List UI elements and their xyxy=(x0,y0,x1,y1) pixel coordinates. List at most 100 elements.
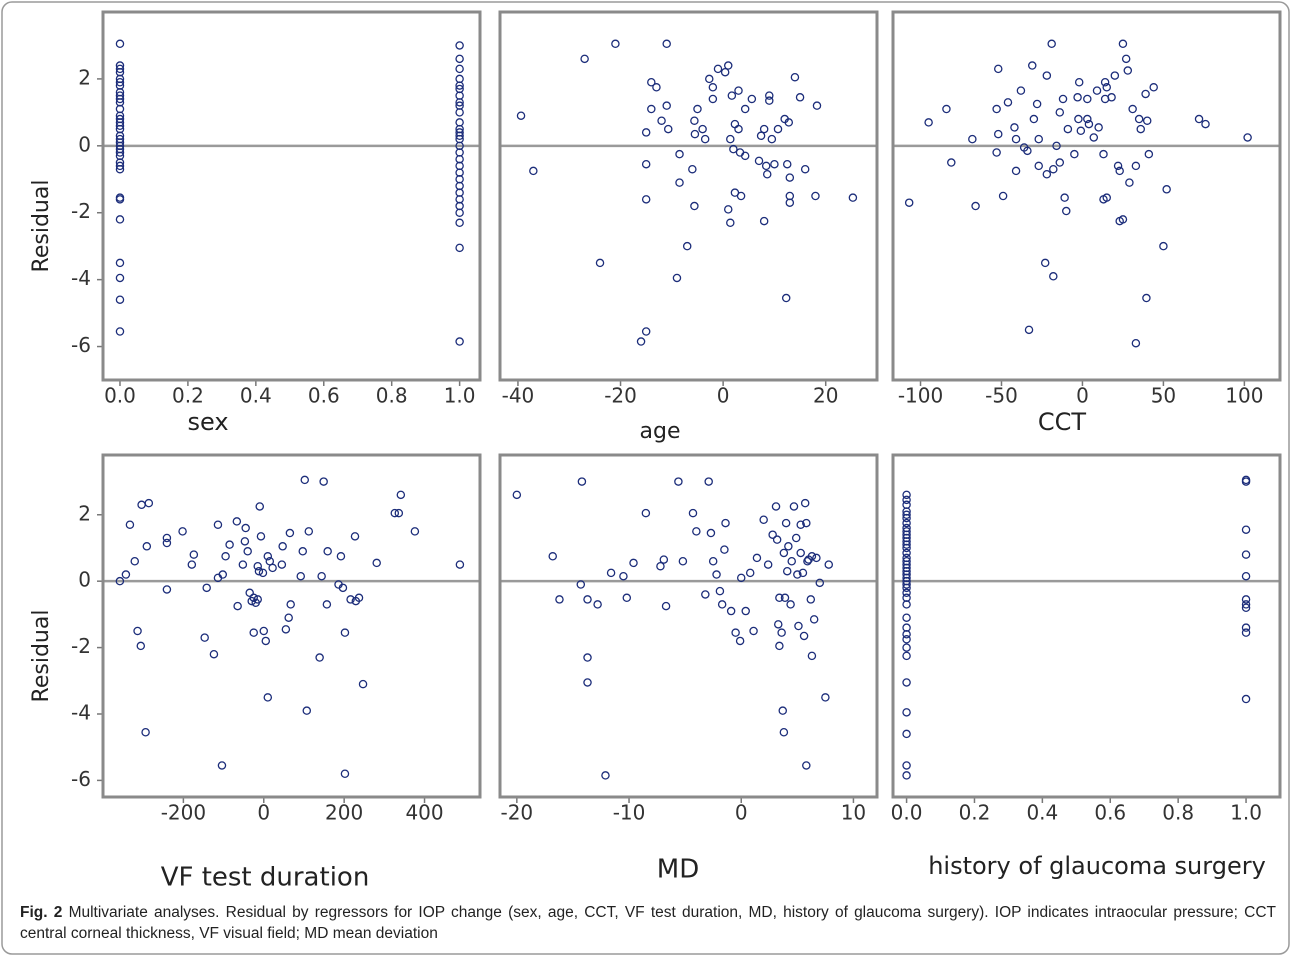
point xyxy=(268,563,277,573)
point xyxy=(322,600,332,609)
point xyxy=(802,518,811,528)
point xyxy=(690,116,699,125)
point xyxy=(785,191,795,201)
point xyxy=(747,94,757,104)
point xyxy=(682,241,692,251)
point xyxy=(736,573,746,583)
point xyxy=(1118,39,1128,49)
point xyxy=(812,553,821,563)
point xyxy=(727,91,737,100)
point xyxy=(947,158,956,167)
point xyxy=(782,566,792,576)
point xyxy=(1149,83,1158,92)
plot-frame xyxy=(498,10,879,382)
point xyxy=(1241,571,1251,581)
point xyxy=(790,72,800,82)
x-axis-label: CCT xyxy=(1038,408,1087,436)
y-tick-label: -2 xyxy=(71,199,91,223)
point xyxy=(1083,114,1092,124)
x-tick-label: 0.0 xyxy=(891,801,923,825)
point xyxy=(455,243,464,253)
point xyxy=(1159,241,1168,251)
point xyxy=(756,131,766,141)
point xyxy=(233,601,242,611)
point xyxy=(807,552,817,561)
point xyxy=(1042,170,1052,179)
point xyxy=(346,595,355,604)
x-tick-label: 20 xyxy=(813,384,838,408)
point xyxy=(759,515,768,524)
point xyxy=(130,557,140,566)
point xyxy=(1121,54,1131,64)
point xyxy=(249,593,258,603)
point xyxy=(245,588,254,598)
point xyxy=(811,191,820,201)
point xyxy=(1142,116,1152,125)
point xyxy=(902,708,911,717)
plot-frame xyxy=(891,453,1282,799)
point xyxy=(125,520,135,529)
point xyxy=(902,613,911,622)
point xyxy=(902,518,911,528)
point xyxy=(606,568,616,578)
point xyxy=(372,558,381,568)
point xyxy=(902,600,911,609)
caption-text: Multivariate analyses. Residual by regre… xyxy=(20,904,1276,942)
point xyxy=(902,729,911,739)
point xyxy=(812,101,822,110)
point xyxy=(688,508,698,518)
x-tick-label: 0 xyxy=(717,384,730,408)
point xyxy=(662,39,671,49)
point xyxy=(1102,193,1111,202)
point xyxy=(971,201,980,211)
point xyxy=(767,134,777,144)
point xyxy=(768,530,777,539)
point xyxy=(455,560,465,569)
point xyxy=(115,327,125,336)
point xyxy=(902,540,911,549)
point xyxy=(1241,623,1251,632)
point xyxy=(779,728,789,737)
point xyxy=(1063,124,1073,134)
point xyxy=(759,216,769,226)
x-tick-label: -20 xyxy=(604,384,637,408)
point xyxy=(1110,71,1120,80)
point xyxy=(675,178,684,187)
point xyxy=(693,104,702,114)
point xyxy=(762,170,772,179)
x-tick-label: 100 xyxy=(1225,384,1263,408)
point xyxy=(255,502,264,511)
point xyxy=(1241,603,1251,612)
point xyxy=(1243,133,1252,142)
y-tick-label: -2 xyxy=(71,634,91,658)
point xyxy=(1241,628,1251,637)
point xyxy=(902,583,911,593)
point xyxy=(800,498,810,508)
point xyxy=(724,61,733,70)
point xyxy=(698,124,707,134)
point xyxy=(1052,141,1061,151)
point xyxy=(253,561,262,571)
x-tick-label: 0.4 xyxy=(240,384,272,408)
point xyxy=(789,502,799,511)
point xyxy=(137,500,146,510)
point xyxy=(772,535,782,544)
x-tick-label: 0.4 xyxy=(1026,801,1058,825)
point xyxy=(902,651,911,661)
point xyxy=(221,552,230,561)
point xyxy=(902,630,911,639)
point xyxy=(795,93,805,102)
caption: Fig. 2 Multivariate analyses. Residual b… xyxy=(20,902,1276,944)
point xyxy=(319,477,328,486)
point xyxy=(712,570,721,579)
point xyxy=(765,96,774,105)
point xyxy=(700,134,710,144)
point xyxy=(619,571,628,581)
x-tick-label: 200 xyxy=(325,801,363,825)
x-tick-label: 0 xyxy=(257,801,270,825)
point xyxy=(736,191,746,201)
plot-frame xyxy=(101,453,482,799)
point xyxy=(661,601,671,611)
x-axis-label: MD xyxy=(657,855,699,885)
point xyxy=(904,198,914,207)
